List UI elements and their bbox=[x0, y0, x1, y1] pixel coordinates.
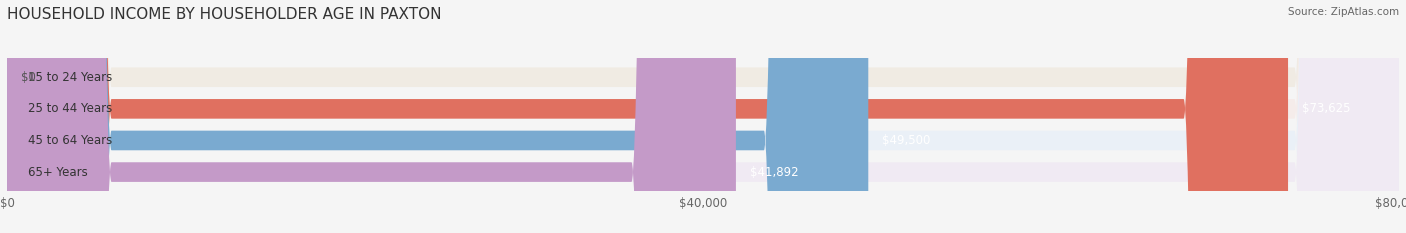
FancyBboxPatch shape bbox=[7, 0, 1288, 233]
Text: $49,500: $49,500 bbox=[882, 134, 931, 147]
Text: 15 to 24 Years: 15 to 24 Years bbox=[28, 71, 112, 84]
Text: 45 to 64 Years: 45 to 64 Years bbox=[28, 134, 112, 147]
Text: 25 to 44 Years: 25 to 44 Years bbox=[28, 102, 112, 115]
Text: Source: ZipAtlas.com: Source: ZipAtlas.com bbox=[1288, 7, 1399, 17]
Text: HOUSEHOLD INCOME BY HOUSEHOLDER AGE IN PAXTON: HOUSEHOLD INCOME BY HOUSEHOLDER AGE IN P… bbox=[7, 7, 441, 22]
FancyBboxPatch shape bbox=[7, 0, 1399, 233]
Text: 65+ Years: 65+ Years bbox=[28, 166, 87, 178]
Text: $73,625: $73,625 bbox=[1302, 102, 1351, 115]
Text: $41,892: $41,892 bbox=[749, 166, 799, 178]
FancyBboxPatch shape bbox=[7, 0, 735, 233]
FancyBboxPatch shape bbox=[7, 0, 869, 233]
Text: $0: $0 bbox=[21, 71, 35, 84]
FancyBboxPatch shape bbox=[7, 0, 1399, 233]
FancyBboxPatch shape bbox=[7, 0, 1399, 233]
FancyBboxPatch shape bbox=[7, 0, 1399, 233]
